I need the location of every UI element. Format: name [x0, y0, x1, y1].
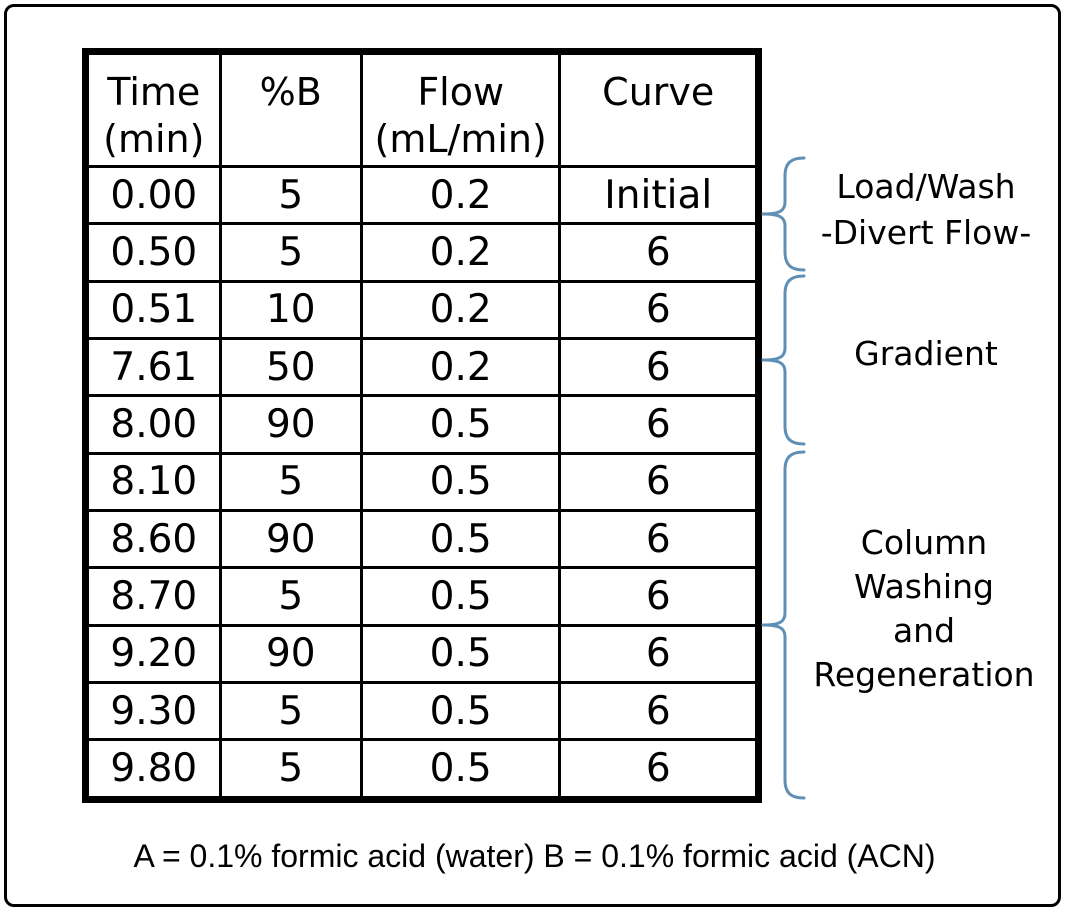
- curve-cell: 6: [558, 222, 760, 283]
- gradient-brace-icon: [761, 274, 806, 446]
- flow-cell: 0.2: [359, 164, 562, 226]
- column-header-percent-b: %B: [218, 50, 363, 168]
- table-row: 8.00 90 0.5 6: [84, 394, 760, 455]
- phase-label-column-washing-regeneration: Column Washing and Regeneration: [786, 521, 1062, 697]
- time-cell: 7.61: [84, 336, 222, 398]
- time-cell: 0.51: [84, 279, 222, 340]
- curve-cell: 6: [558, 394, 760, 455]
- curve-cell: 6: [558, 508, 760, 570]
- table-header-row: Time (min) %B Flow (mL/min) Curve: [84, 50, 760, 168]
- time-cell: 9.80: [84, 738, 222, 801]
- time-cell: 8.70: [84, 566, 222, 627]
- percent-b-cell: 90: [218, 623, 363, 684]
- flow-cell: 0.2: [359, 279, 562, 340]
- column-header-flow-unit: (mL/min): [374, 117, 547, 161]
- percent-b-cell: 5: [218, 222, 363, 283]
- time-cell: 8.00: [84, 394, 222, 455]
- column-header-time-unit: (min): [103, 117, 205, 161]
- percent-b-cell: 10: [218, 279, 363, 340]
- time-cell: 9.20: [84, 623, 222, 684]
- percent-b-cell: 5: [218, 164, 363, 226]
- gradient-table: Time (min) %B Flow (mL/min) Curve 0.0: [82, 48, 762, 803]
- phase-label-line: Regeneration: [813, 655, 1035, 694]
- curve-cell: 6: [558, 336, 760, 398]
- phase-label-line: Column: [860, 523, 988, 562]
- table-row: 8.70 5 0.5 6: [84, 566, 760, 627]
- flow-cell: 0.5: [359, 738, 562, 801]
- curve-cell: 6: [558, 680, 760, 742]
- column-header-curve-label: Curve: [602, 70, 715, 114]
- table-row: 9.20 90 0.5 6: [84, 623, 760, 684]
- table-header: Time (min) %B Flow (mL/min) Curve: [84, 50, 760, 168]
- table-row: 0.00 5 0.2 Initial: [84, 164, 760, 226]
- column-header-time: Time (min): [84, 50, 222, 168]
- curve-cell: Initial: [558, 164, 760, 226]
- table-row: 0.51 10 0.2 6: [84, 279, 760, 340]
- phase-label-line: Washing: [854, 567, 994, 606]
- percent-b-cell: 5: [218, 680, 363, 742]
- curve-cell: 6: [558, 451, 760, 512]
- percent-b-cell: 90: [218, 508, 363, 570]
- flow-cell: 0.2: [359, 336, 562, 398]
- flow-cell: 0.5: [359, 566, 562, 627]
- percent-b-cell: 5: [218, 451, 363, 512]
- percent-b-cell: 90: [218, 394, 363, 455]
- table-row: 7.61 50 0.2 6: [84, 336, 760, 398]
- percent-b-cell: 50: [218, 336, 363, 398]
- table-row: 9.30 5 0.5 6: [84, 680, 760, 742]
- time-cell: 8.60: [84, 508, 222, 570]
- column-header-time-label: Time: [107, 70, 201, 114]
- phase-label-line: Gradient: [854, 334, 998, 373]
- percent-b-cell: 5: [218, 566, 363, 627]
- load-wash-brace-icon: [761, 156, 806, 272]
- table-row: 9.80 5 0.5 6: [84, 738, 760, 801]
- time-cell: 0.00: [84, 164, 222, 226]
- mobile-phase-caption: A = 0.1% formic acid (water) B = 0.1% fo…: [133, 838, 936, 874]
- column-header-flow-label: Flow: [417, 70, 505, 114]
- table-row: 0.50 5 0.2 6: [84, 222, 760, 283]
- phase-label-gradient: Gradient: [795, 334, 1057, 374]
- phase-label-line: -Divert Flow-: [820, 213, 1032, 252]
- curve-cell: 6: [558, 566, 760, 627]
- flow-cell: 0.5: [359, 394, 562, 455]
- curve-cell: 6: [558, 279, 760, 340]
- column-header-curve: Curve: [558, 50, 760, 168]
- flow-cell: 0.5: [359, 680, 562, 742]
- phase-label-load-wash: Load/Wash -Divert Flow-: [795, 164, 1057, 256]
- flow-cell: 0.2: [359, 222, 562, 283]
- percent-b-cell: 5: [218, 738, 363, 801]
- curve-cell: 6: [558, 623, 760, 684]
- table-row: 8.10 5 0.5 6: [84, 451, 760, 512]
- flow-cell: 0.5: [359, 623, 562, 684]
- time-cell: 9.30: [84, 680, 222, 742]
- phase-label-line: and: [892, 611, 956, 650]
- column-header-flow: Flow (mL/min): [359, 50, 562, 168]
- table-row: 8.60 90 0.5 6: [84, 508, 760, 570]
- phase-label-line: Load/Wash: [836, 167, 1016, 206]
- column-header-percent-b-label: %B: [259, 70, 322, 114]
- figure-border-frame: [4, 4, 1061, 907]
- flow-cell: 0.5: [359, 508, 562, 570]
- column-washing-brace-icon: [761, 450, 806, 800]
- time-cell: 0.50: [84, 222, 222, 283]
- flow-cell: 0.5: [359, 451, 562, 512]
- time-cell: 8.10: [84, 451, 222, 512]
- curve-cell: 6: [558, 738, 760, 801]
- table-body: 0.00 5 0.2 Initial 0.50 5 0.2 6 0.51 10 …: [84, 164, 760, 801]
